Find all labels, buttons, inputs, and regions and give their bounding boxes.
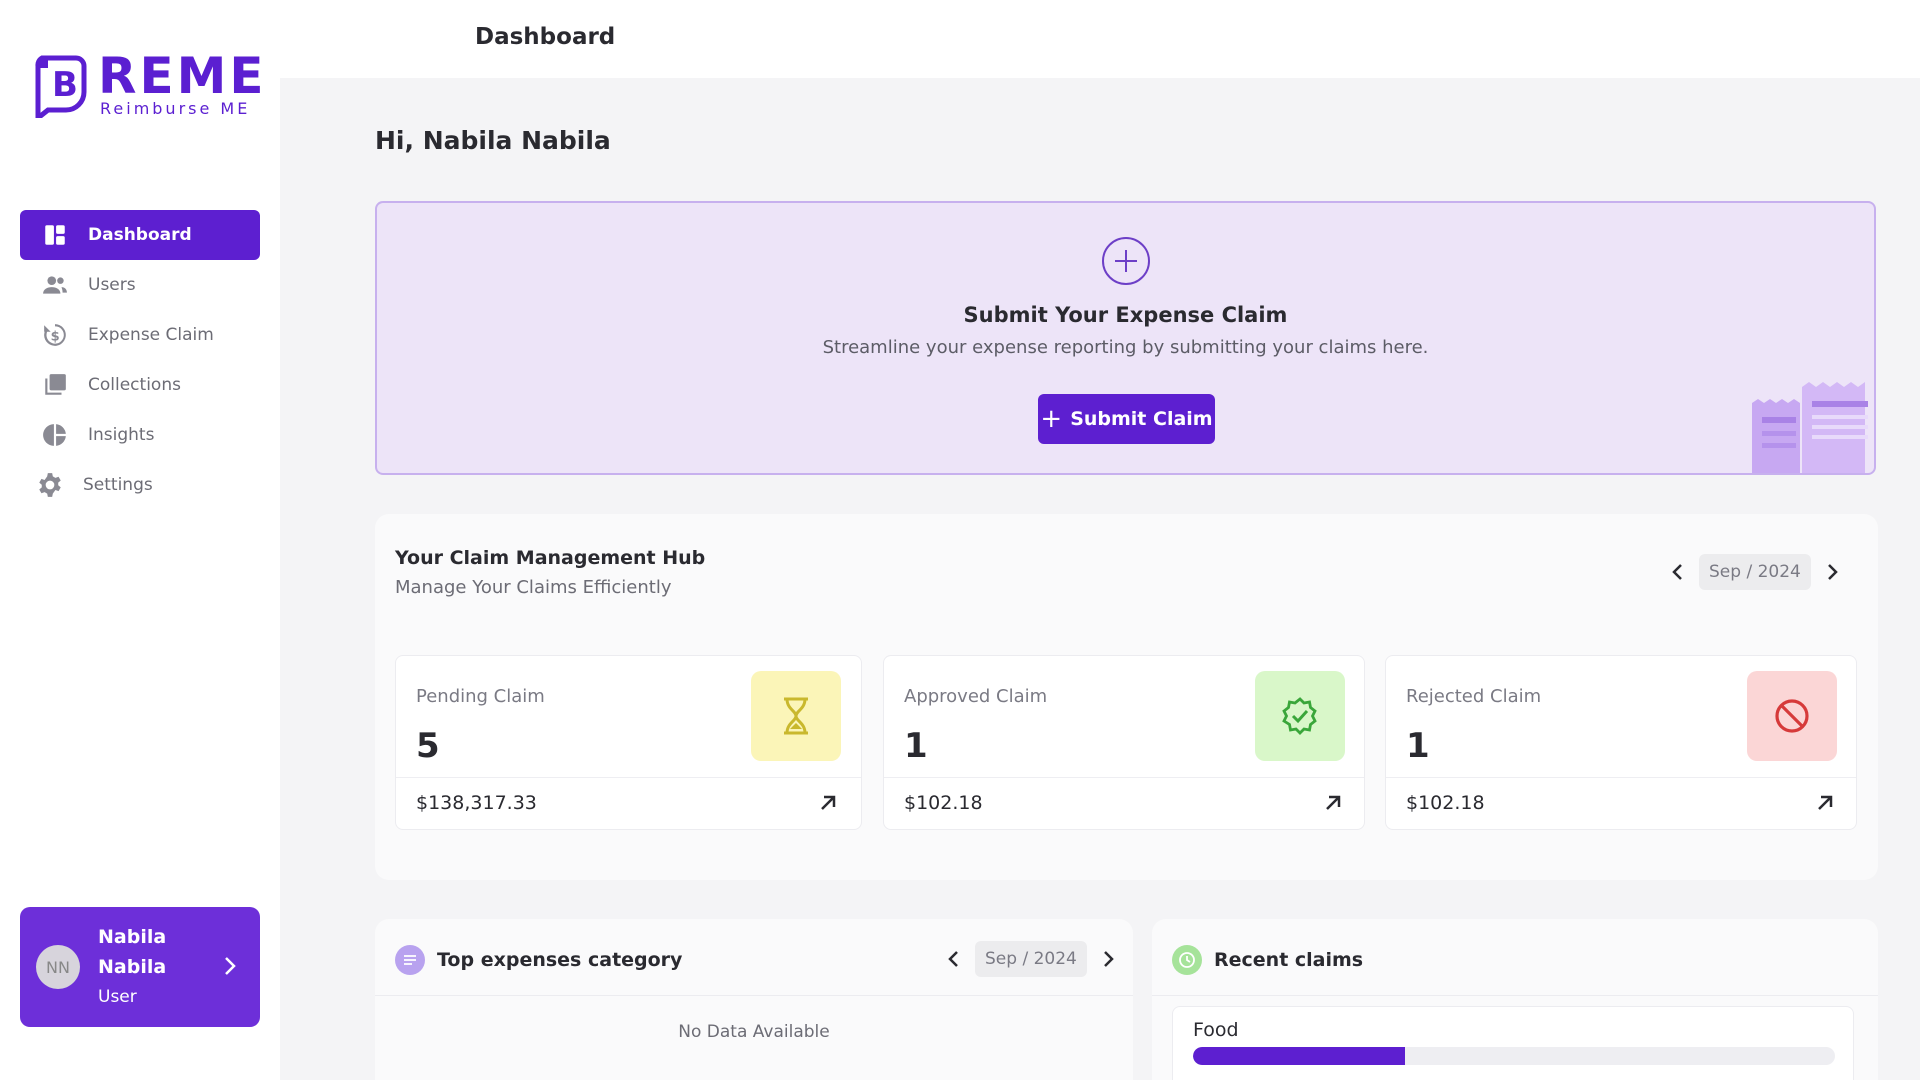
user-last-name: Nabila [98, 956, 167, 978]
sidebar-item-label: Dashboard [88, 225, 192, 245]
stat-icon-box [1255, 671, 1345, 761]
period-label[interactable]: Sep / 2024 [1699, 554, 1811, 590]
sidebar-item-collections[interactable]: Collections [20, 360, 260, 410]
sidebar-item-label: Expense Claim [88, 325, 214, 345]
clock-icon [1172, 945, 1202, 975]
recent-claim-category: Food [1193, 1019, 1239, 1041]
stat-amount: $138,317.33 [416, 792, 537, 814]
sidebar-item-expense-claim[interactable]: $ Expense Claim [20, 310, 260, 360]
receipt-illustration-icon [1752, 382, 1868, 473]
chevron-right-icon[interactable] [222, 955, 238, 977]
user-info: Nabila Nabila User [98, 922, 168, 1012]
recent-claim-item[interactable]: Food [1172, 1006, 1854, 1080]
sidebar-item-label: Collections [88, 375, 181, 395]
approved-claim-card[interactable]: Approved Claim 1 $102.18 [883, 655, 1365, 830]
chevron-left-icon[interactable] [1671, 562, 1685, 582]
page-title: Dashboard [475, 24, 616, 50]
submit-claim-button[interactable]: + Submit Claim [1038, 394, 1215, 444]
sidebar-item-dashboard[interactable]: Dashboard [20, 210, 260, 260]
greeting: Hi, Nabila Nabila [375, 126, 611, 155]
stat-count: 1 [1406, 726, 1430, 766]
divider [375, 995, 1133, 996]
user-role: User [98, 987, 137, 1007]
panel-header: Recent claims [1172, 945, 1363, 975]
sidebar-nav: Dashboard Users $ Expense Claim Collecti… [20, 210, 260, 510]
list-icon [395, 945, 425, 975]
divider [884, 777, 1364, 778]
panel-title: Recent claims [1214, 949, 1364, 971]
stat-count: 1 [904, 726, 928, 766]
svg-text:$: $ [51, 329, 60, 344]
top-bar: Dashboard [280, 0, 1920, 78]
panel-header: Top expenses category [395, 945, 682, 975]
avatar: NN [36, 945, 80, 989]
sidebar-item-label: Users [88, 275, 136, 295]
dashboard-icon [45, 225, 65, 245]
block-icon [1775, 699, 1809, 733]
submit-claim-banner: Submit Your Expense Claim Streamline you… [375, 201, 1876, 475]
stat-label: Rejected Claim [1406, 686, 1542, 707]
top-expenses-period-selector: Sep / 2024 [947, 941, 1115, 977]
sidebar-item-label: Insights [88, 425, 155, 445]
gear-icon [39, 473, 61, 497]
recent-claims-panel: Recent claims Food [1152, 919, 1878, 1080]
svg-text:B: B [52, 65, 78, 105]
receipt-chat-logo-icon: B [35, 55, 87, 118]
pending-claim-card[interactable]: Pending Claim 5 $138,317.33 [395, 655, 862, 830]
stat-icon-box [751, 671, 841, 761]
rejected-claim-card[interactable]: Rejected Claim 1 $102.18 [1385, 655, 1857, 830]
plus-circle-icon [1102, 237, 1150, 285]
users-icon [43, 276, 67, 294]
hub-title: Your Claim Management Hub [395, 547, 706, 569]
brand-name: REME [98, 46, 267, 105]
sidebar: B REME Reimburse ME Dashboard Users $ Ex… [0, 0, 280, 1080]
period-label[interactable]: Sep / 2024 [975, 941, 1087, 977]
chevron-right-icon[interactable] [1825, 562, 1839, 582]
chevron-right-icon[interactable] [1101, 949, 1115, 969]
claim-management-hub: Your Claim Management Hub Manage Your Cl… [375, 514, 1878, 880]
user-first-name: Nabila [98, 926, 167, 948]
submit-claim-label: Submit Claim [1070, 408, 1213, 430]
divider [396, 777, 861, 778]
sidebar-item-settings[interactable]: Settings [20, 460, 260, 510]
plus-icon: + [1040, 404, 1063, 434]
banner-subtitle: Streamline your expense reporting by sub… [822, 337, 1429, 358]
divider [1152, 995, 1878, 996]
stat-label: Pending Claim [416, 686, 545, 707]
stat-label: Approved Claim [904, 686, 1048, 707]
arrow-up-right-icon[interactable] [817, 792, 839, 814]
stat-count: 5 [416, 726, 440, 766]
top-expenses-panel: Top expenses category Sep / 2024 No Data… [375, 919, 1133, 1080]
hub-subtitle: Manage Your Claims Efficiently [395, 577, 672, 598]
progress-fill [1193, 1047, 1405, 1065]
expense-claim-icon: $ [44, 324, 66, 346]
hourglass-icon [784, 697, 808, 735]
chevron-left-icon[interactable] [947, 949, 961, 969]
arrow-up-right-icon[interactable] [1814, 792, 1836, 814]
verified-badge-icon [1282, 697, 1317, 735]
stat-amount: $102.18 [1406, 792, 1485, 814]
divider [1386, 777, 1856, 778]
stat-amount: $102.18 [904, 792, 983, 814]
arrow-up-right-icon[interactable] [1322, 792, 1344, 814]
brand-text: REME Reimburse ME [98, 46, 267, 118]
empty-state-text: No Data Available [678, 1022, 830, 1042]
collections-icon [45, 374, 66, 395]
sidebar-item-insights[interactable]: Insights [20, 410, 260, 460]
sidebar-item-users[interactable]: Users [20, 260, 260, 310]
stat-icon-box [1747, 671, 1837, 761]
progress-bar [1193, 1047, 1835, 1065]
hub-period-selector: Sep / 2024 [1671, 554, 1839, 590]
brand-tagline: Reimburse ME [100, 98, 251, 118]
panel-title: Top expenses category [437, 949, 683, 971]
pie-chart-icon [43, 424, 66, 446]
brand-logo[interactable]: B REME Reimburse ME [34, 46, 267, 118]
user-profile-card[interactable]: NN Nabila Nabila User [20, 907, 260, 1027]
sidebar-item-label: Settings [83, 475, 153, 495]
banner-title: Submit Your Expense Claim [963, 303, 1288, 327]
